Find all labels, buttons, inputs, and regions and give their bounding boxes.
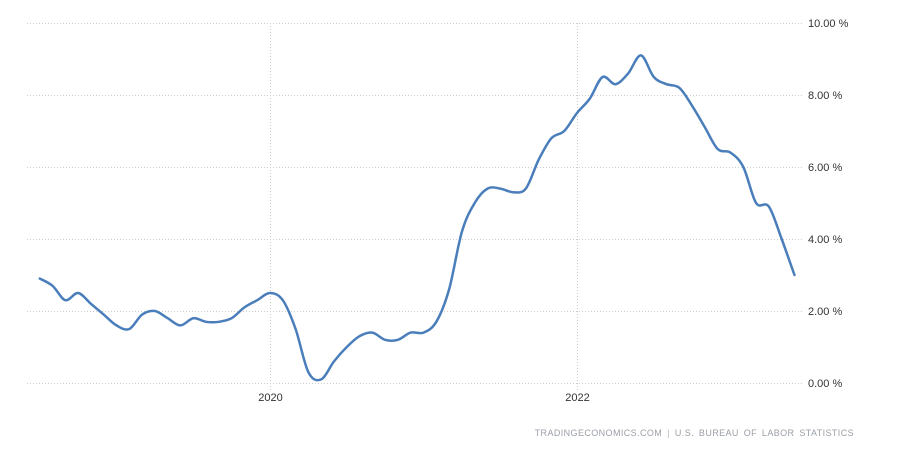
y-axis-tick-label: 4.00 % bbox=[808, 234, 842, 246]
y-axis-tick-label: 10.00 % bbox=[808, 18, 849, 30]
y-axis-tick-label: 2.00 % bbox=[808, 306, 842, 318]
attribution-source-link[interactable]: U.S. BUREAU OF LABOR STATISTICS bbox=[674, 428, 854, 438]
y-axis-tick-label: 0.00 % bbox=[808, 378, 842, 390]
attribution: TRADINGECONOMICS.COM | U.S. BUREAU OF LABO… bbox=[535, 428, 854, 438]
x-axis-tick-label: 2022 bbox=[565, 392, 589, 404]
x-axis-tick-label: 2020 bbox=[258, 392, 282, 404]
y-axis-tick-label: 8.00 % bbox=[808, 90, 842, 102]
attribution-separator: | bbox=[667, 428, 670, 438]
attribution-brand-link[interactable]: TRADINGECONOMICS.COM bbox=[534, 428, 663, 438]
y-axis-tick-label: 6.00 % bbox=[808, 162, 842, 174]
inflation-rate-line bbox=[38, 54, 796, 382]
